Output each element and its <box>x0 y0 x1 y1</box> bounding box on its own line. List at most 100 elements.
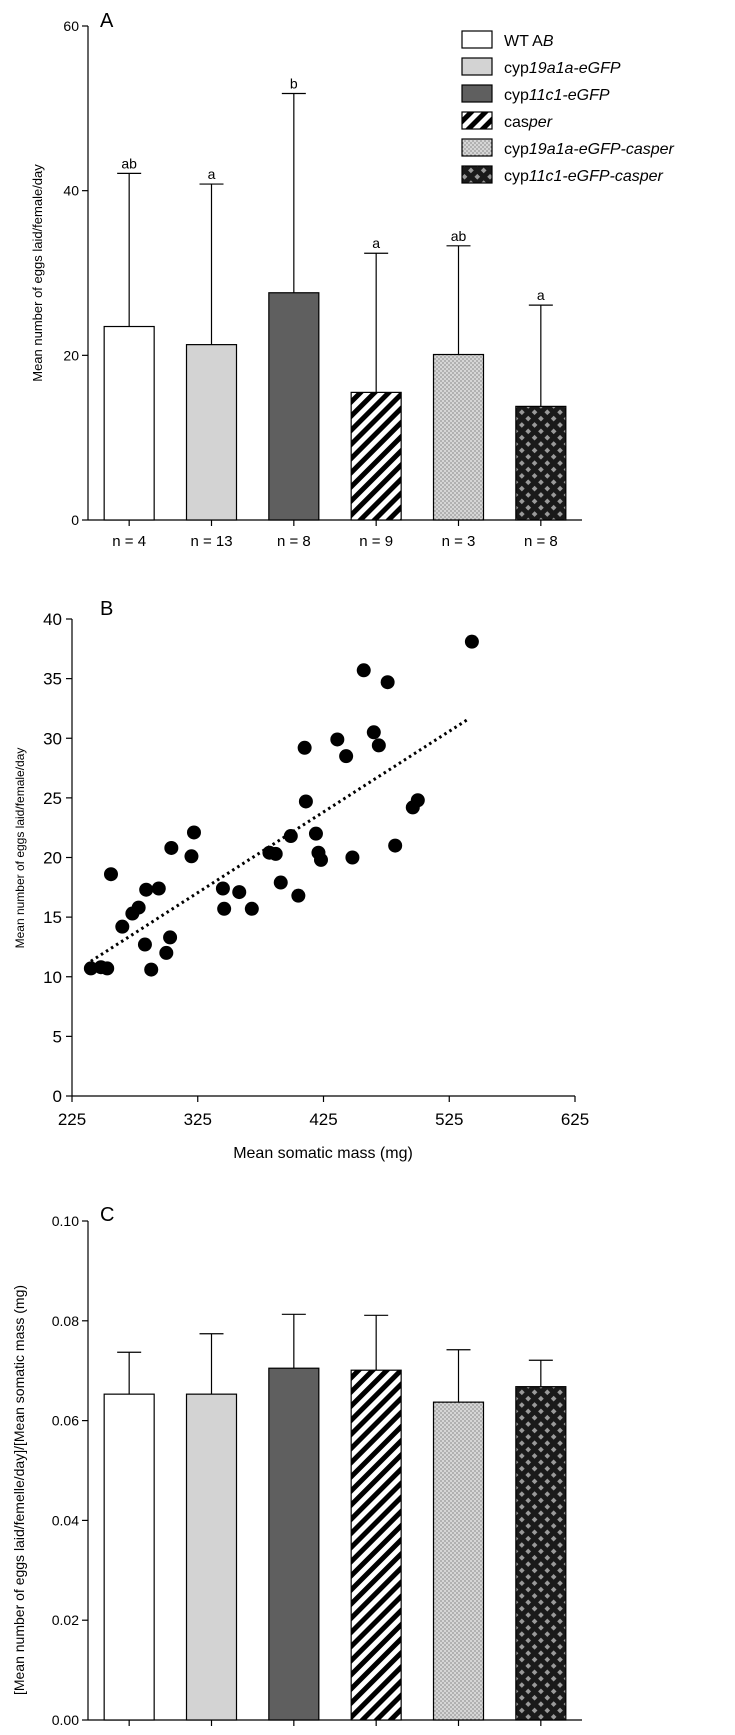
panel-a-legend-label: WT AB <box>504 33 554 50</box>
panel-b-point <box>371 738 386 753</box>
panel-a-significance-letter: a <box>537 287 545 303</box>
panel-c-bar <box>185 1393 238 1721</box>
panel-b-point <box>232 885 247 900</box>
panel-b-x-tick-label: 525 <box>435 1110 463 1129</box>
panel-c-bar <box>350 1369 402 1721</box>
panel-b-y-tick-label: 25 <box>43 789 62 808</box>
panel-a-x-tick-label: n = 4 <box>112 533 146 550</box>
panel-b-x-tick-label: 325 <box>184 1110 212 1129</box>
panel-b-y-tick-label: 30 <box>43 729 62 748</box>
panel-a-bar <box>350 391 402 521</box>
panel-b-x-tick-label: 625 <box>561 1110 589 1129</box>
panel-b-x-tick-label: 425 <box>309 1110 337 1129</box>
panel-b-point <box>339 749 354 764</box>
panel-a-legend-label: cyp11c1-eGFP <box>504 87 610 104</box>
panel-a-x-tick-label: n = 9 <box>359 533 393 550</box>
panel-a-significance-letter: b <box>290 76 298 92</box>
panel-a-legend-swatch <box>461 57 493 76</box>
panel-b-point <box>330 732 345 747</box>
panel-b-y-ticks: 0 5 10 15 20 25 30 35 40 <box>43 610 72 1106</box>
panel-b-point <box>464 634 479 649</box>
panel-a-legend-swatch <box>461 138 493 157</box>
panel-b-point <box>100 961 115 976</box>
panel-a-legend-swatch <box>461 30 493 49</box>
panel-b-point <box>215 881 230 896</box>
panel-b-point <box>164 840 179 855</box>
panel-b-point <box>115 919 130 934</box>
panel-b-point <box>268 846 283 861</box>
panel-b-point <box>356 663 371 678</box>
panel-a-y-ticks: 0 20 40 60 <box>63 18 88 528</box>
panel-c-bar <box>268 1367 320 1721</box>
panel-b-point <box>184 849 199 864</box>
panel-b-point <box>283 829 298 844</box>
panel-a-legend-swatch <box>461 165 493 184</box>
panel-b-points <box>83 634 479 977</box>
panel-a-x-labels: n = 4 n = 13 n = 8 n = 9 n = 3 n = 8 <box>112 520 558 550</box>
panel-c-y-tick-label: 0.10 <box>52 1213 79 1229</box>
panel-a-significance-letter: a <box>208 166 216 182</box>
panel-a-bar <box>268 292 320 521</box>
panel-b-point <box>131 900 146 915</box>
panel-a-x-tick-label: n = 3 <box>442 533 476 550</box>
panel-c-letter: C <box>100 1204 114 1226</box>
panel-a-legend-swatch <box>461 84 493 103</box>
panel-a-x-tick-label: n = 8 <box>277 533 311 550</box>
panel-b-point <box>291 888 306 903</box>
panel-a-x-tick-label: n = 13 <box>190 533 232 550</box>
panel-c-bar <box>432 1401 485 1721</box>
panel-b-point <box>163 930 178 945</box>
panel-a-bar <box>432 353 485 521</box>
panel-b-point <box>308 826 323 841</box>
panel-b-x-tick-label: 225 <box>58 1110 86 1129</box>
panel-b-trendline <box>90 717 469 963</box>
panel-b: B 0 5 10 15 20 25 30 35 40 225 325 425 525 625 Mean … <box>13 598 589 1162</box>
panel-a-bar <box>103 325 155 521</box>
panel-c-bar <box>103 1393 155 1721</box>
panel-b-y-axis-label: Mean number of eggs laid/female/day <box>13 748 27 949</box>
panel-b-point <box>186 825 201 840</box>
panel-c: C 0.00 0.02 0.04 0.06 0.08 0.10 [Mean number … <box>11 1204 582 1728</box>
panel-b-point <box>273 875 288 890</box>
panel-b-point <box>137 937 152 952</box>
panel-b-point <box>139 882 154 897</box>
panel-b-x-ticks: 225 325 425 525 625 <box>58 1096 589 1129</box>
panel-b-point <box>366 725 381 740</box>
panel-b-y-tick-label: 15 <box>43 908 62 927</box>
panel-a-letter: A <box>100 10 114 32</box>
panel-c-y-tick-label: 0.08 <box>52 1313 79 1329</box>
panel-a-significance-letter: ab <box>121 155 137 171</box>
panel-c-y-tick-label: 0.02 <box>52 1612 79 1628</box>
panel-b-point <box>217 901 232 916</box>
panel-b-y-tick-label: 20 <box>43 849 62 868</box>
panel-b-x-axis-label: Mean somatic mass (mg) <box>233 1145 413 1162</box>
panel-c-bar <box>515 1386 567 1721</box>
panel-b-point <box>297 740 312 755</box>
panel-b-letter: B <box>100 598 113 620</box>
panel-a-y-tick-label: 0 <box>71 512 79 528</box>
panel-a-bar <box>185 344 238 521</box>
panel-a-legend-label: cyp11c1-eGFP-casper <box>504 168 664 185</box>
panel-a-y-tick-label: 20 <box>63 347 79 363</box>
panel-b-point <box>345 850 360 865</box>
panel-b-point <box>103 867 118 882</box>
panel-a-significance-letter: ab <box>451 228 467 244</box>
panel-c-y-tick-label: 0.06 <box>52 1413 79 1429</box>
panel-b-point <box>151 881 166 896</box>
panel-a-y-tick-label: 60 <box>63 18 79 34</box>
panel-a-y-tick-label: 40 <box>63 183 79 199</box>
panel-b-point <box>410 793 425 808</box>
panel-b-point <box>380 675 395 690</box>
panel-a-y-axis-label: Mean number of eggs laid/female/day <box>30 164 45 382</box>
panel-a-significance-letter: a <box>372 235 380 251</box>
panel-b-point <box>144 962 159 977</box>
panel-b-point <box>159 945 174 960</box>
panel-b-point <box>244 901 259 916</box>
panel-c-y-tick-label: 0.00 <box>52 1712 79 1728</box>
panel-c-y-tick-label: 0.04 <box>52 1512 79 1528</box>
panel-a-legend-swatch <box>461 111 493 130</box>
panel-a-bar <box>515 405 567 521</box>
panel-b-y-tick-label: 0 <box>53 1087 62 1106</box>
